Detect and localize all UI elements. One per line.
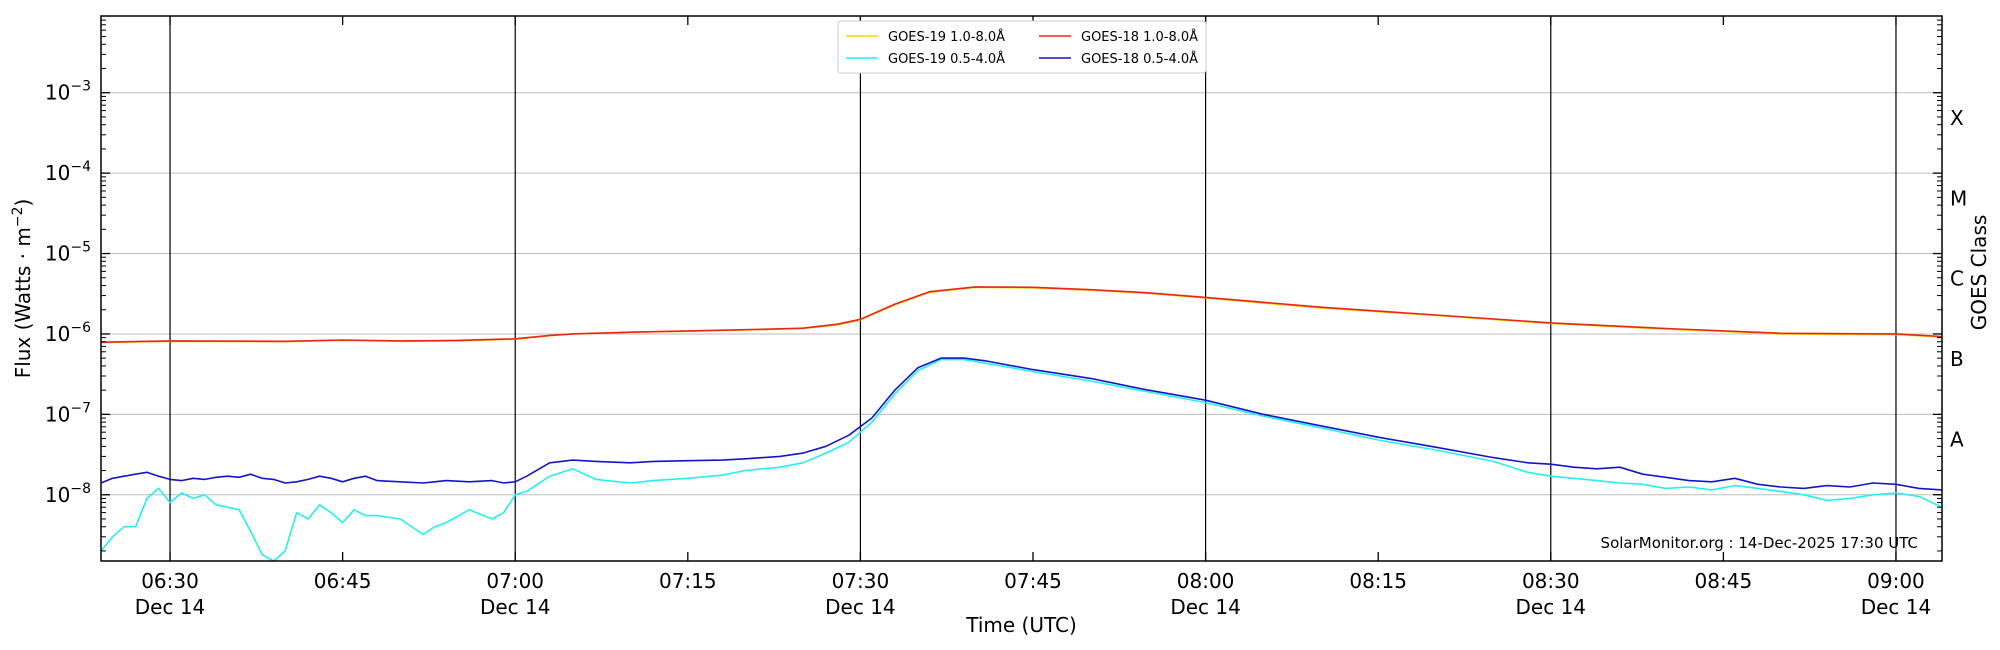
x-tick-label: 08:30 [1522, 569, 1580, 593]
legend-label: GOES-18 1.0-8.0Å [1081, 29, 1198, 45]
day-boundary-lines [169, 16, 1897, 561]
x-tick-label: 07:30 [832, 569, 890, 593]
y-tick-label: 10−6 [45, 320, 91, 346]
x-tick-label: 07:15 [659, 569, 717, 593]
y-tick-label: 10−3 [45, 79, 91, 105]
x-axis-title: Time (UTC) [965, 613, 1077, 637]
series-lines [100, 286, 1943, 562]
plot-frame [100, 15, 1943, 562]
axis-ticks [101, 16, 1942, 561]
y-tick-label: 10−5 [45, 240, 91, 266]
x-tick-label: 08:45 [1695, 569, 1753, 593]
x-tick-label: 07:00 [486, 569, 544, 593]
legend-label: GOES-19 1.0-8.0Å [888, 29, 1005, 45]
legend-box [837, 20, 1207, 74]
x-tick-date-label: Dec 14 [1516, 595, 1587, 619]
y-tick-label: 10−4 [45, 159, 91, 185]
legend-label: GOES-19 0.5-4.0Å [888, 51, 1005, 67]
y-tick-label: 10−8 [45, 481, 91, 507]
x-tick-date-label: Dec 14 [1170, 595, 1241, 619]
y-axis-title: Flux (Watts · m−2) [10, 199, 35, 379]
x-tick-date-label: Dec 14 [825, 595, 896, 619]
x-tick-label: 06:45 [314, 569, 372, 593]
y-tick-label: 10−7 [45, 400, 91, 426]
goes-class-label: M [1950, 186, 1967, 210]
x-tick-label: 08:00 [1177, 569, 1235, 593]
x-tick-label: 06:30 [141, 569, 199, 593]
series-line [100, 358, 1943, 562]
goes-class-axis-title: GOES Class [1967, 215, 1991, 331]
legend: GOES-19 1.0-8.0Å GOES-19 0.5-4.0Å GOES-18 … [837, 20, 1207, 74]
series-line [100, 357, 1943, 491]
goes-class-label: B [1950, 347, 1964, 371]
goes-class-label: X [1950, 106, 1964, 130]
x-tick-label: 08:15 [1349, 569, 1407, 593]
x-tick-date-label: Dec 14 [135, 595, 206, 619]
goes-class-label: A [1950, 428, 1964, 452]
legend-label: GOES-18 0.5-4.0Å [1081, 51, 1198, 67]
x-tick-date-label: Dec 14 [480, 595, 551, 619]
x-tick-label: 07:45 [1004, 569, 1062, 593]
goes-class-label: C [1950, 267, 1964, 291]
gridlines [101, 92, 1942, 496]
x-tick-label: 09:00 [1867, 569, 1925, 593]
series-line [100, 286, 1943, 343]
credit-text: SolarMonitor.org : 14-Dec-2025 17:30 UTC [1601, 534, 1918, 552]
y-axis-title-text: Flux (Watts · m−2) [10, 199, 35, 379]
x-tick-date-label: Dec 14 [1861, 595, 1932, 619]
